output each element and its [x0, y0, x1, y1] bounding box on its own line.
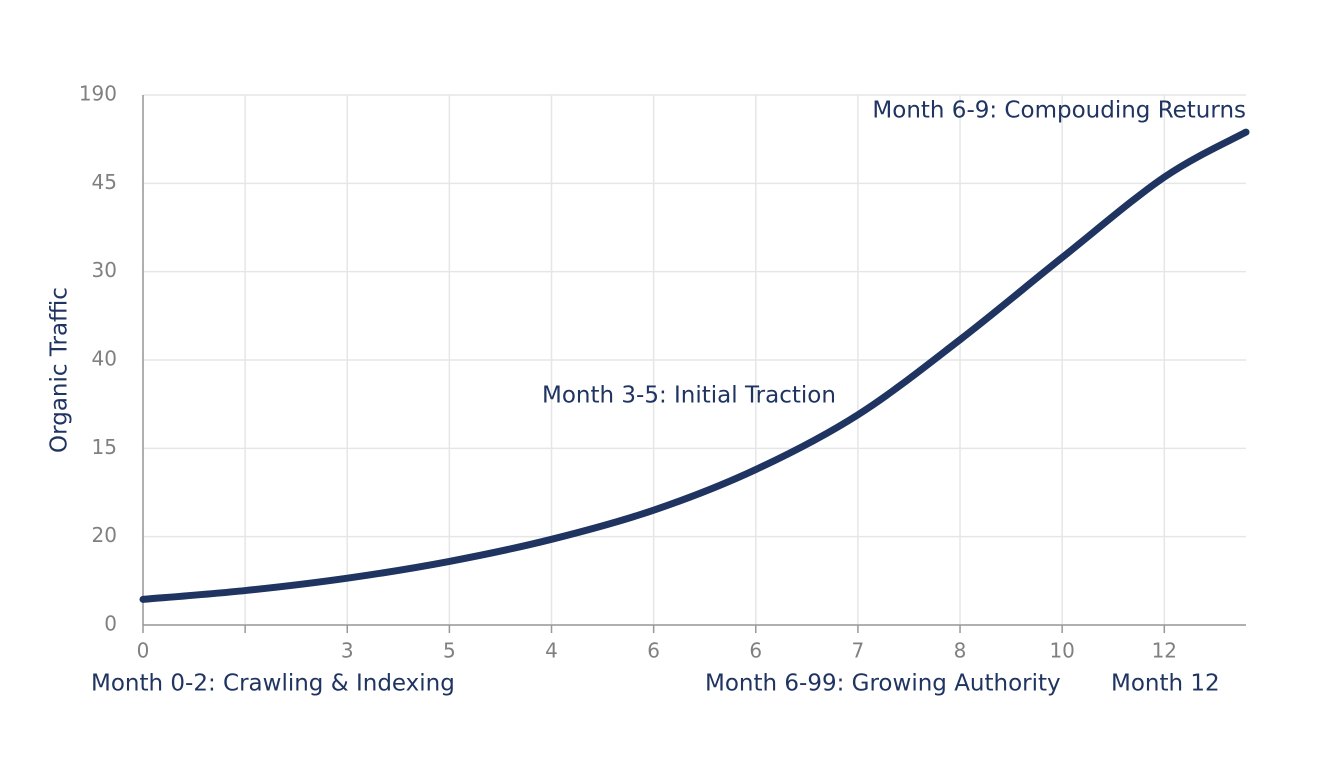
annotation: Month 0-2: Crawling & Indexing	[91, 671, 455, 697]
x-tick-label: 4	[545, 639, 558, 663]
x-tick-label: 12	[1152, 639, 1177, 663]
x-tick-label: 7	[852, 639, 865, 663]
annotation: Month 12	[1111, 671, 1220, 697]
x-tick-label: 0	[137, 639, 150, 663]
x-tick-label: 6	[647, 639, 660, 663]
x-tick-label: 6	[749, 639, 762, 663]
x-tick-label: 10	[1049, 639, 1074, 663]
x-tick-label: 3	[341, 639, 354, 663]
annotation: Month 6-99: Growing Authority	[705, 671, 1061, 697]
y-tick-label: 45	[92, 170, 117, 194]
y-tick-label: 30	[92, 258, 117, 282]
y-tick-label: 190	[79, 82, 117, 106]
line	[139, 128, 1250, 603]
annotation: Month 6-9: Compouding Returns	[872, 98, 1246, 124]
annotation: Month 3-5: Initial Traction	[542, 383, 836, 409]
x-tick-label: 8	[954, 639, 967, 663]
y-tick-label: 0	[104, 612, 117, 636]
y-axis-label: Organic Traffic	[47, 287, 73, 453]
y-tick-label: 40	[92, 347, 117, 371]
y-tick-label: 20	[92, 523, 117, 547]
y-tick-label: 15	[92, 435, 117, 459]
x-tick-label: 5	[443, 639, 456, 663]
